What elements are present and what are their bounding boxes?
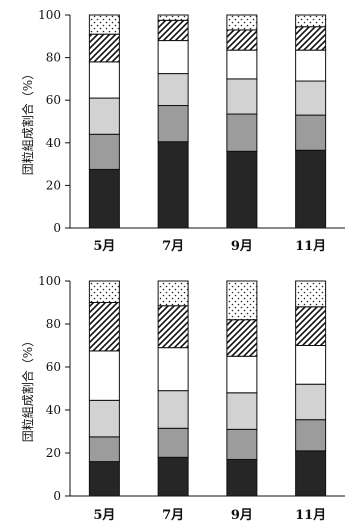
bar-segment xyxy=(88,14,120,35)
y-tick-label: 0 xyxy=(53,489,61,503)
bar-segment xyxy=(88,436,120,463)
x-tick-label: 7月 xyxy=(162,239,184,254)
bar-segment xyxy=(157,73,189,107)
bar-segment xyxy=(295,49,327,82)
bar-segment xyxy=(88,461,120,497)
y-tick-label: 20 xyxy=(46,178,61,192)
bar-segment xyxy=(157,305,189,349)
y-tick-label: 40 xyxy=(46,136,61,150)
bar-segment xyxy=(88,280,120,303)
bar-segment xyxy=(88,399,120,438)
bar-segment xyxy=(157,19,189,42)
bar-segment xyxy=(295,306,327,346)
x-tick-label: 5月 xyxy=(93,239,115,254)
x-tick-label: 5月 xyxy=(93,508,115,523)
bar-segment xyxy=(157,14,189,21)
x-tick-label: 9月 xyxy=(231,508,253,523)
bar-segment xyxy=(295,345,327,385)
y-tick-label: 20 xyxy=(46,446,61,460)
y-tick-label: 100 xyxy=(38,274,61,288)
y-axis-title: 団粒組成割合（%） xyxy=(20,68,35,175)
bar-segment xyxy=(226,150,258,229)
y-axis-title: 団粒組成割合（%） xyxy=(20,335,35,442)
bar-segment xyxy=(295,149,327,229)
x-tick-label: 7月 xyxy=(162,508,184,523)
bar-segment xyxy=(226,355,258,394)
bar-segment xyxy=(88,61,120,99)
chart-bottom: 0 20 40 60 80 100 5月 7月 9月 11月 団粒組成割合（%） xyxy=(20,274,345,523)
bar-segment xyxy=(226,392,258,430)
x-tick-label: 11月 xyxy=(295,239,326,254)
bar-segment xyxy=(157,141,189,229)
bar-segment xyxy=(295,114,327,151)
y-tick-label: 60 xyxy=(46,360,61,374)
bar-segment xyxy=(295,26,327,51)
y-tick-label: 80 xyxy=(46,317,61,331)
bar-segment xyxy=(157,390,189,429)
bar-segment xyxy=(88,350,120,401)
bar-segment xyxy=(157,427,189,458)
y-tick-label: 40 xyxy=(46,403,61,417)
bar-segment xyxy=(226,458,258,497)
bar-segment xyxy=(226,14,258,31)
bar-segment xyxy=(157,456,189,497)
bar-segment xyxy=(157,105,189,143)
bar-segment xyxy=(88,33,120,63)
bar-segment xyxy=(157,347,189,392)
bar-segment xyxy=(295,450,327,497)
x-tick-label: 11月 xyxy=(295,508,326,523)
bar-segment xyxy=(157,280,189,307)
bar-segment xyxy=(226,113,258,152)
bar-segment xyxy=(226,49,258,80)
bar-segment xyxy=(226,280,258,321)
y-tick-label: 60 xyxy=(46,93,61,107)
bar-segment xyxy=(295,383,327,421)
chart-top: 0 20 40 60 80 100 5月 7月 9月 11月 団粒組成割合（%） xyxy=(20,8,345,254)
bar-segment xyxy=(88,133,120,170)
bar-segment xyxy=(88,97,120,135)
bar-segment xyxy=(88,302,120,352)
bar-segment xyxy=(226,428,258,460)
bar-segment xyxy=(226,78,258,115)
bar-segment xyxy=(226,319,258,357)
bar-segment xyxy=(295,280,327,308)
y-tick-label: 0 xyxy=(53,221,61,235)
bar-segment xyxy=(88,168,120,229)
bar-segment xyxy=(157,40,189,75)
x-tick-label: 9月 xyxy=(231,239,253,254)
bar-segment xyxy=(295,419,327,452)
y-tick-label: 80 xyxy=(46,51,61,65)
y-tick-label: 100 xyxy=(38,8,61,22)
bar-segment xyxy=(226,29,258,51)
bar-segment xyxy=(295,14,327,28)
bar-segment xyxy=(295,80,327,116)
